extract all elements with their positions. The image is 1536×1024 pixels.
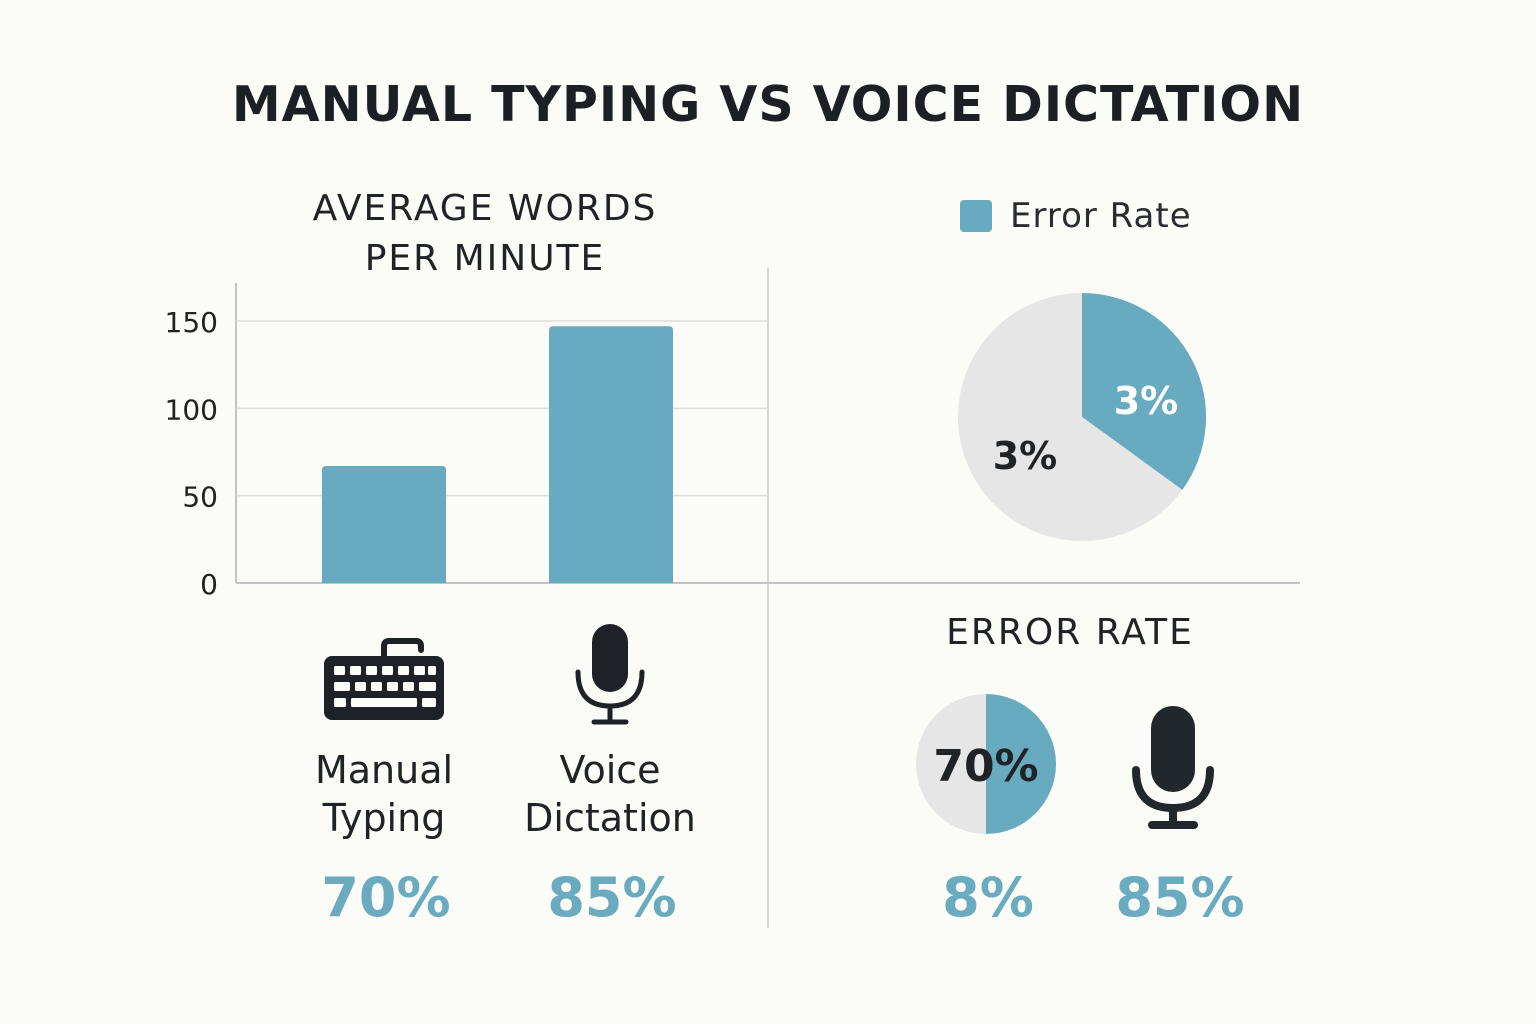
label-line: Typing	[322, 796, 446, 840]
voice-dictation-percent: 85%	[547, 866, 677, 929]
bar	[549, 326, 673, 583]
error-rate-title: ERROR RATE	[946, 612, 1194, 653]
manual-typing-percent: 70%	[321, 866, 451, 929]
pie-legend: Error Rate	[960, 196, 1192, 236]
y-tick-label: 50	[182, 481, 218, 514]
keyboard-icon	[324, 638, 444, 720]
label-line: Dictation	[524, 796, 696, 840]
y-tick-label: 0	[200, 568, 218, 601]
manual-typing-label: Manual Typing	[274, 746, 494, 842]
small-pie: 70%	[916, 694, 1056, 834]
error-rate-percent: 8%	[942, 866, 1034, 929]
bar	[322, 465, 446, 583]
page-title: MANUAL TYPING VS VOICE DICTATION	[231, 76, 1305, 133]
bar-chart: 0 50 100 150	[165, 306, 768, 601]
error-rate-pie: 3% 3%	[958, 293, 1206, 541]
pie-slice	[916, 694, 986, 834]
bar-chart-title-line: AVERAGE WORDS	[312, 188, 658, 229]
legend-swatch	[960, 200, 992, 232]
pie-slice	[958, 293, 1183, 541]
voice-error-percent: 85%	[1115, 866, 1245, 929]
small-pie-label: 70%	[933, 741, 1038, 792]
y-tick-label: 100	[165, 393, 218, 426]
pie-slice	[986, 694, 1056, 834]
pie-slice-label: 3%	[1114, 379, 1179, 423]
voice-dictation-label: Voice Dictation	[500, 746, 720, 842]
legend-label: Error Rate	[1010, 196, 1192, 236]
pie-slice-label: 3%	[993, 434, 1058, 478]
y-tick-label: 150	[165, 306, 218, 339]
pie-slice	[1082, 293, 1206, 490]
microphone-icon	[1132, 706, 1214, 829]
bar-chart-title-line: PER MINUTE	[364, 238, 606, 279]
bar-chart-title: AVERAGE WORDS PER MINUTE	[250, 184, 720, 284]
microphone-icon	[575, 624, 645, 725]
label-line: Manual	[314, 748, 454, 792]
label-line: Voice	[559, 748, 661, 792]
